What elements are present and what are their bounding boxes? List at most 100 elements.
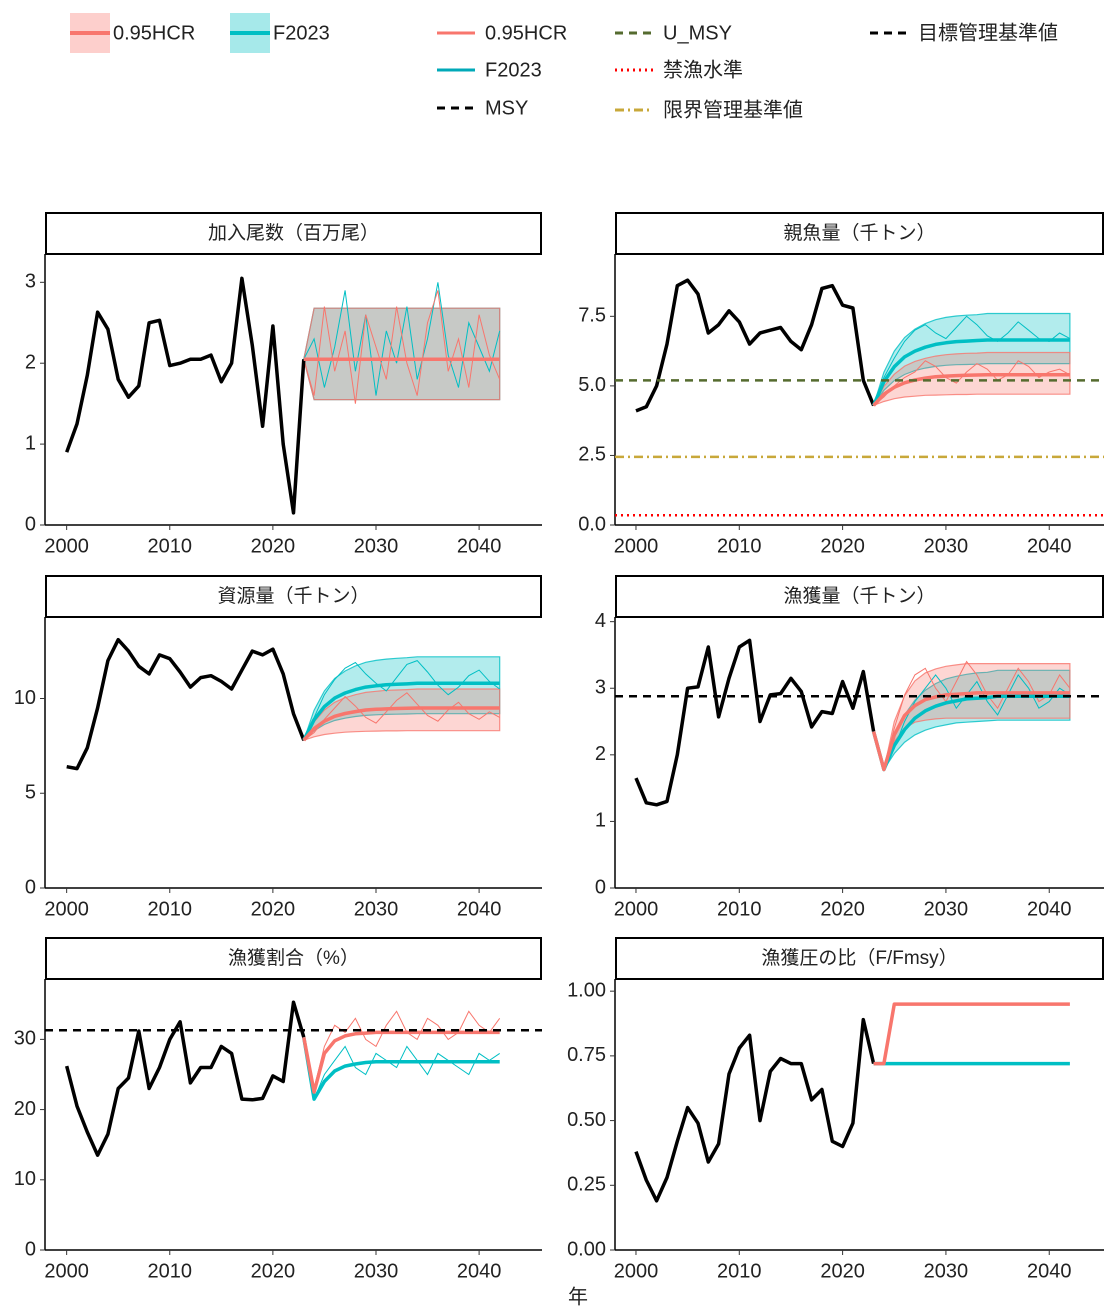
x-tick-label: 2010: [717, 535, 762, 557]
panel-strip: [45, 937, 542, 980]
y-tick-label: 0.75: [567, 1044, 606, 1066]
y-tick-label: 3: [595, 677, 606, 699]
y-tick-label: 0: [25, 876, 36, 898]
simulation-line: [303, 1037, 500, 1101]
legend-label: 0.95HCR: [485, 22, 567, 44]
history-line: [634, 1017, 876, 1203]
legend-label: U_MSY: [663, 22, 732, 44]
x-tick-label: 2020: [820, 898, 865, 920]
y-tick-label: 20: [14, 1098, 36, 1120]
x-tick-label: 2000: [44, 535, 89, 557]
x-tick-label: 2010: [148, 1260, 193, 1282]
x-tick-label: 2040: [457, 1260, 502, 1282]
y-tick-label: 0.50: [567, 1109, 606, 1131]
panel-strip: [615, 937, 1104, 980]
legend-label: MSY: [485, 97, 528, 119]
legend-label: 0.95HCR: [113, 22, 195, 44]
x-tick-label: 2010: [148, 898, 193, 920]
panel-strip: [615, 575, 1104, 618]
x-tick-label: 2000: [44, 898, 89, 920]
panel-strip: [615, 212, 1104, 255]
history-line: [66, 637, 306, 771]
y-tick-label: 4: [595, 610, 606, 632]
simulation-line: [303, 660, 500, 741]
median-line: [302, 1030, 500, 1094]
x-tick-label: 2040: [1027, 535, 1072, 557]
band: [873, 662, 1071, 772]
panel-strip: [45, 575, 542, 618]
y-tick-label: 2.5: [578, 444, 606, 466]
panel-title: 親魚量（千トン）: [783, 222, 935, 244]
y-tick-label: 30: [14, 1028, 36, 1050]
x-tick-label: 2030: [354, 898, 399, 920]
y-tick-label: 1.00: [567, 979, 606, 1001]
legend-label: 限界管理基準値: [663, 98, 803, 121]
panel: 加入尾数（百万尾） 0 1 2 3 2000 2010 2020 2030 2040: [25, 212, 542, 557]
x-tick-label: 2020: [251, 898, 296, 920]
simulation-line: [303, 1010, 501, 1089]
x-tick-label: 2020: [251, 1260, 296, 1282]
legend-label: F2023: [273, 22, 330, 44]
panel-title: 加入尾数（百万尾）: [208, 222, 379, 244]
panel-title: 漁獲割合（%）: [228, 947, 359, 969]
y-tick-label: 0.00: [567, 1238, 606, 1260]
y-tick-label: 0: [595, 876, 606, 898]
median-line: [872, 373, 1070, 407]
x-tick-label: 2040: [1027, 898, 1072, 920]
x-tick-label: 2030: [924, 1260, 969, 1282]
history-line: [65, 1000, 306, 1157]
x-tick-label: 2040: [457, 535, 502, 557]
x-tick-label: 2020: [820, 535, 865, 557]
history-line: [635, 278, 876, 413]
x-tick-label: 2040: [1027, 1260, 1072, 1282]
median-line: [873, 1002, 1070, 1066]
y-tick-label: 0.0: [578, 513, 606, 535]
y-tick-label: 1: [595, 810, 606, 832]
simulation-line: [873, 673, 1071, 771]
median-line: [871, 691, 1070, 772]
y-tick-label: 3: [25, 271, 36, 293]
y-tick-label: 0.25: [567, 1174, 606, 1196]
simulation-line: [303, 290, 501, 404]
median-line: [302, 681, 500, 741]
median-line: [302, 1037, 500, 1101]
y-tick-label: 2: [595, 743, 606, 765]
x-tick-label: 2030: [354, 1260, 399, 1282]
panel: 漁獲量（千トン） 0 1 2 3 4 2000 2010 2020 2030 2040: [595, 575, 1104, 920]
x-tick-label: 2030: [924, 535, 969, 557]
x-axis-title: 年: [568, 1285, 588, 1308]
x-tick-label: 2000: [614, 898, 659, 920]
y-tick-label: 10: [14, 687, 36, 709]
history-line: [634, 638, 876, 807]
x-tick-label: 2010: [717, 898, 762, 920]
median-line: [871, 338, 1070, 407]
x-tick-label: 2020: [820, 1260, 865, 1282]
panel-title: 漁獲圧の比（F/Fmsy）: [761, 947, 957, 969]
legend-label: F2023: [485, 59, 542, 81]
y-tick-label: 7.5: [578, 305, 606, 327]
panel: 資源量（千トン） 0 5 10 2000 2010 2020 2030 2040: [14, 575, 542, 920]
simulation-line: [303, 692, 500, 741]
y-tick-label: 0: [25, 513, 36, 535]
x-tick-label: 2010: [148, 535, 193, 557]
y-tick-label: 5.0: [578, 374, 606, 396]
simulation-line: [873, 315, 1071, 406]
history-line: [65, 276, 306, 515]
x-tick-label: 2040: [457, 898, 502, 920]
band: [303, 307, 501, 401]
y-tick-label: 0: [25, 1238, 36, 1260]
x-tick-label: 2000: [614, 1260, 659, 1282]
y-tick-label: 2: [25, 351, 36, 373]
simulation-line: [873, 660, 1071, 772]
panel-strip: [45, 212, 542, 255]
legend-label: 目標管理基準値: [918, 21, 1058, 44]
x-tick-label: 2030: [924, 898, 969, 920]
panel-title: 資源量（千トン）: [217, 585, 369, 607]
x-tick-label: 2030: [354, 535, 399, 557]
panel: 漁獲圧の比（F/Fmsy） 0.00 0.25 0.50 0.75 1.00 2000 201…: [567, 937, 1104, 1282]
y-tick-label: 10: [14, 1168, 36, 1190]
median-line: [302, 706, 500, 742]
x-tick-label: 2010: [717, 1260, 762, 1282]
